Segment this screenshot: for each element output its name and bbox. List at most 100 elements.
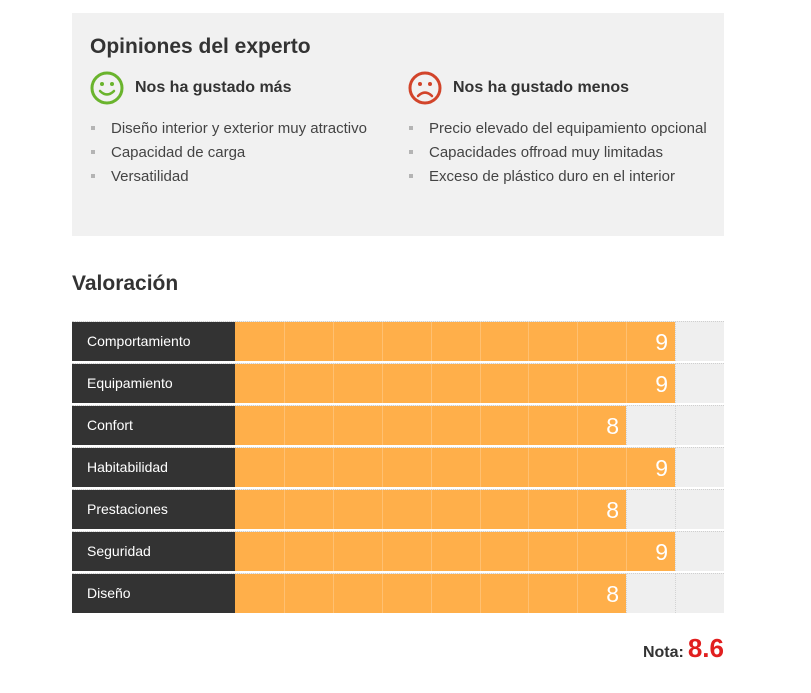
grid-line [577, 322, 578, 361]
pros-title: Nos ha gustado más [135, 79, 292, 96]
grid-line [577, 490, 578, 529]
grid-line [431, 322, 432, 361]
grid-line [480, 490, 481, 529]
rating-title: Valoración [72, 272, 179, 295]
grid-line [284, 574, 285, 613]
grid-line [333, 406, 334, 445]
grid-line [431, 490, 432, 529]
rating-label: Equipamiento [72, 364, 235, 403]
rating-row: Diseño 8 [72, 573, 724, 613]
rating-value: 9 [655, 455, 668, 481]
grid-line [626, 322, 627, 361]
grid-line [528, 532, 529, 571]
rating-grid [235, 322, 724, 361]
grid-line [333, 448, 334, 487]
grid-line [284, 532, 285, 571]
grid-line [382, 406, 383, 445]
score-value: 8.6 [687, 633, 724, 663]
grid-line [382, 490, 383, 529]
cons-item: Precio elevado del equipamiento opcional [408, 117, 708, 141]
grid-line [675, 322, 676, 361]
grid-line [284, 406, 285, 445]
grid-line [675, 364, 676, 403]
rating-bar [235, 364, 675, 403]
cons-column: Nos ha gustado menos Precio elevado del … [408, 71, 708, 189]
grid-line [528, 490, 529, 529]
rating-row: Confort 8 [72, 405, 724, 445]
rating-track: 9 [235, 364, 724, 403]
grid-line [528, 364, 529, 403]
opinions-title: Opiniones del experto [90, 35, 311, 58]
pros-column: Nos ha gustado más Diseño interior y ext… [90, 71, 390, 189]
rating-value: 9 [655, 371, 668, 397]
grid-line [382, 448, 383, 487]
rating-label: Comportamiento [72, 322, 235, 361]
grid-line [284, 448, 285, 487]
rating-grid [235, 532, 724, 571]
rating-track: 9 [235, 532, 724, 571]
rating-table: Comportamiento 9 Equipamiento 9 Confort 8 Habi… [72, 321, 724, 615]
rating-grid [235, 406, 724, 445]
expert-opinions-panel: Opiniones del experto Nos ha gustado más… [72, 13, 724, 236]
rating-value: 9 [655, 329, 668, 355]
grid-line [480, 448, 481, 487]
grid-line [528, 322, 529, 361]
rating-grid [235, 574, 724, 613]
pros-item: Versatilidad [90, 165, 390, 189]
rating-row: Equipamiento 9 [72, 363, 724, 403]
grid-line [528, 448, 529, 487]
rating-label: Prestaciones [72, 490, 235, 529]
grid-line [480, 322, 481, 361]
rating-label: Seguridad [72, 532, 235, 571]
grid-line [675, 574, 676, 613]
rating-value: 8 [606, 497, 619, 523]
grid-line [333, 532, 334, 571]
grid-line [431, 448, 432, 487]
grid-line [626, 448, 627, 487]
pros-header: Nos ha gustado más [90, 71, 390, 105]
rating-grid [235, 490, 724, 529]
grid-line [382, 574, 383, 613]
grid-line [480, 406, 481, 445]
grid-line [626, 364, 627, 403]
pros-item: Diseño interior y exterior muy atractivo [90, 117, 390, 141]
rating-label: Diseño [72, 574, 235, 613]
grid-line [431, 574, 432, 613]
grid-line [577, 448, 578, 487]
grid-line [284, 364, 285, 403]
grid-line [675, 406, 676, 445]
smiley-happy-icon [90, 71, 124, 105]
grid-line [333, 574, 334, 613]
rating-row: Prestaciones 8 [72, 489, 724, 529]
grid-line [675, 532, 676, 571]
grid-line [333, 322, 334, 361]
rating-value: 8 [606, 413, 619, 439]
rating-label: Habitabilidad [72, 448, 235, 487]
grid-line [480, 364, 481, 403]
rating-bar [235, 532, 675, 571]
rating-track: 8 [235, 406, 724, 445]
rating-grid [235, 364, 724, 403]
grid-line [431, 532, 432, 571]
grid-line [675, 490, 676, 529]
grid-line [382, 322, 383, 361]
grid-line [577, 406, 578, 445]
rating-label: Confort [72, 406, 235, 445]
cons-list: Precio elevado del equipamiento opcional… [408, 117, 708, 189]
rating-value: 9 [655, 539, 668, 565]
grid-line [528, 406, 529, 445]
grid-line [675, 448, 676, 487]
cons-header: Nos ha gustado menos [408, 71, 708, 105]
smiley-sad-icon [408, 71, 442, 105]
grid-line [626, 490, 627, 529]
grid-line [333, 490, 334, 529]
pros-item: Capacidad de carga [90, 141, 390, 165]
grid-line [333, 364, 334, 403]
rating-value: 8 [606, 581, 619, 607]
rating-bar [235, 406, 626, 445]
rating-track: 9 [235, 322, 724, 361]
grid-line [577, 532, 578, 571]
cons-item: Exceso de plástico duro en el interior [408, 165, 708, 189]
rating-grid [235, 448, 724, 487]
overall-score: Nota: 8.6 [643, 633, 724, 664]
